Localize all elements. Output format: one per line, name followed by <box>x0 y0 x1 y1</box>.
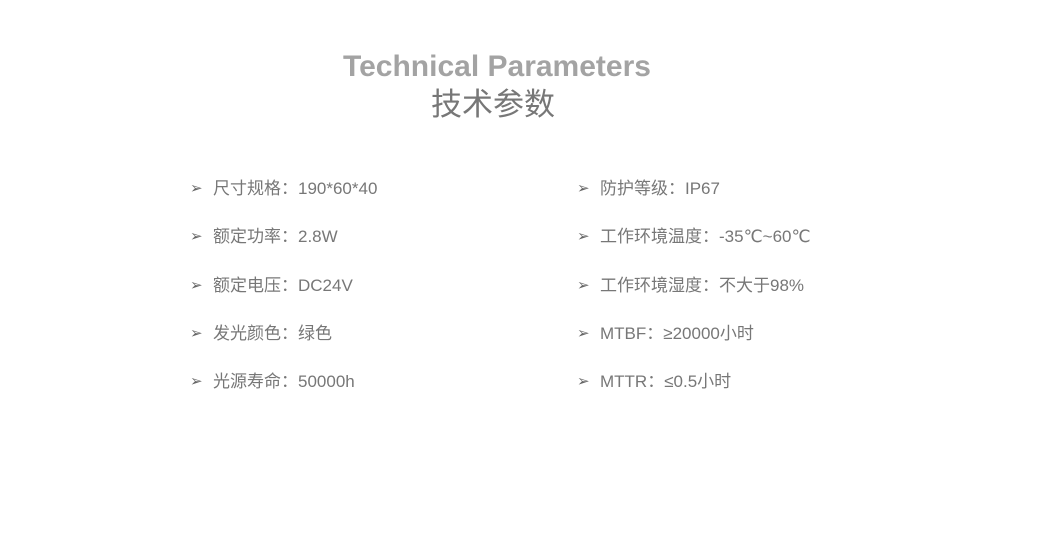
parameter-label: 工作环境温度：-35℃~60℃ <box>600 227 811 246</box>
arrow-bullet-icon: ➢ <box>577 228 590 245</box>
arrow-bullet-icon: ➢ <box>190 325 203 342</box>
parameter-label: 额定电压：DC24V <box>213 276 353 295</box>
parameter-label: 额定功率：2.8W <box>213 227 338 246</box>
arrow-bullet-icon: ➢ <box>190 277 203 294</box>
arrow-bullet-icon: ➢ <box>577 180 590 197</box>
parameter-label: 工作环境湿度：不大于98% <box>600 276 805 295</box>
arrow-bullet-icon: ➢ <box>190 180 203 197</box>
parameter-label: 发光颜色：绿色 <box>213 324 332 343</box>
arrow-bullet-icon: ➢ <box>577 325 590 342</box>
arrow-bullet-icon: ➢ <box>190 228 203 245</box>
parameter-label: MTBF：≥20000小时 <box>600 324 754 343</box>
page-subtitle: 技术参数 <box>431 87 555 123</box>
arrow-bullet-icon: ➢ <box>190 373 203 390</box>
parameter-label: 光源寿命：50000h <box>213 372 355 391</box>
arrow-bullet-icon: ➢ <box>577 373 590 390</box>
arrow-bullet-icon: ➢ <box>577 277 590 294</box>
parameter-label: MTTR：≤0.5小时 <box>600 372 732 391</box>
parameter-label: 尺寸规格：190*60*40 <box>213 179 378 198</box>
page-title: Technical Parameters <box>343 50 651 83</box>
parameter-label: 防护等级：IP67 <box>600 179 720 198</box>
